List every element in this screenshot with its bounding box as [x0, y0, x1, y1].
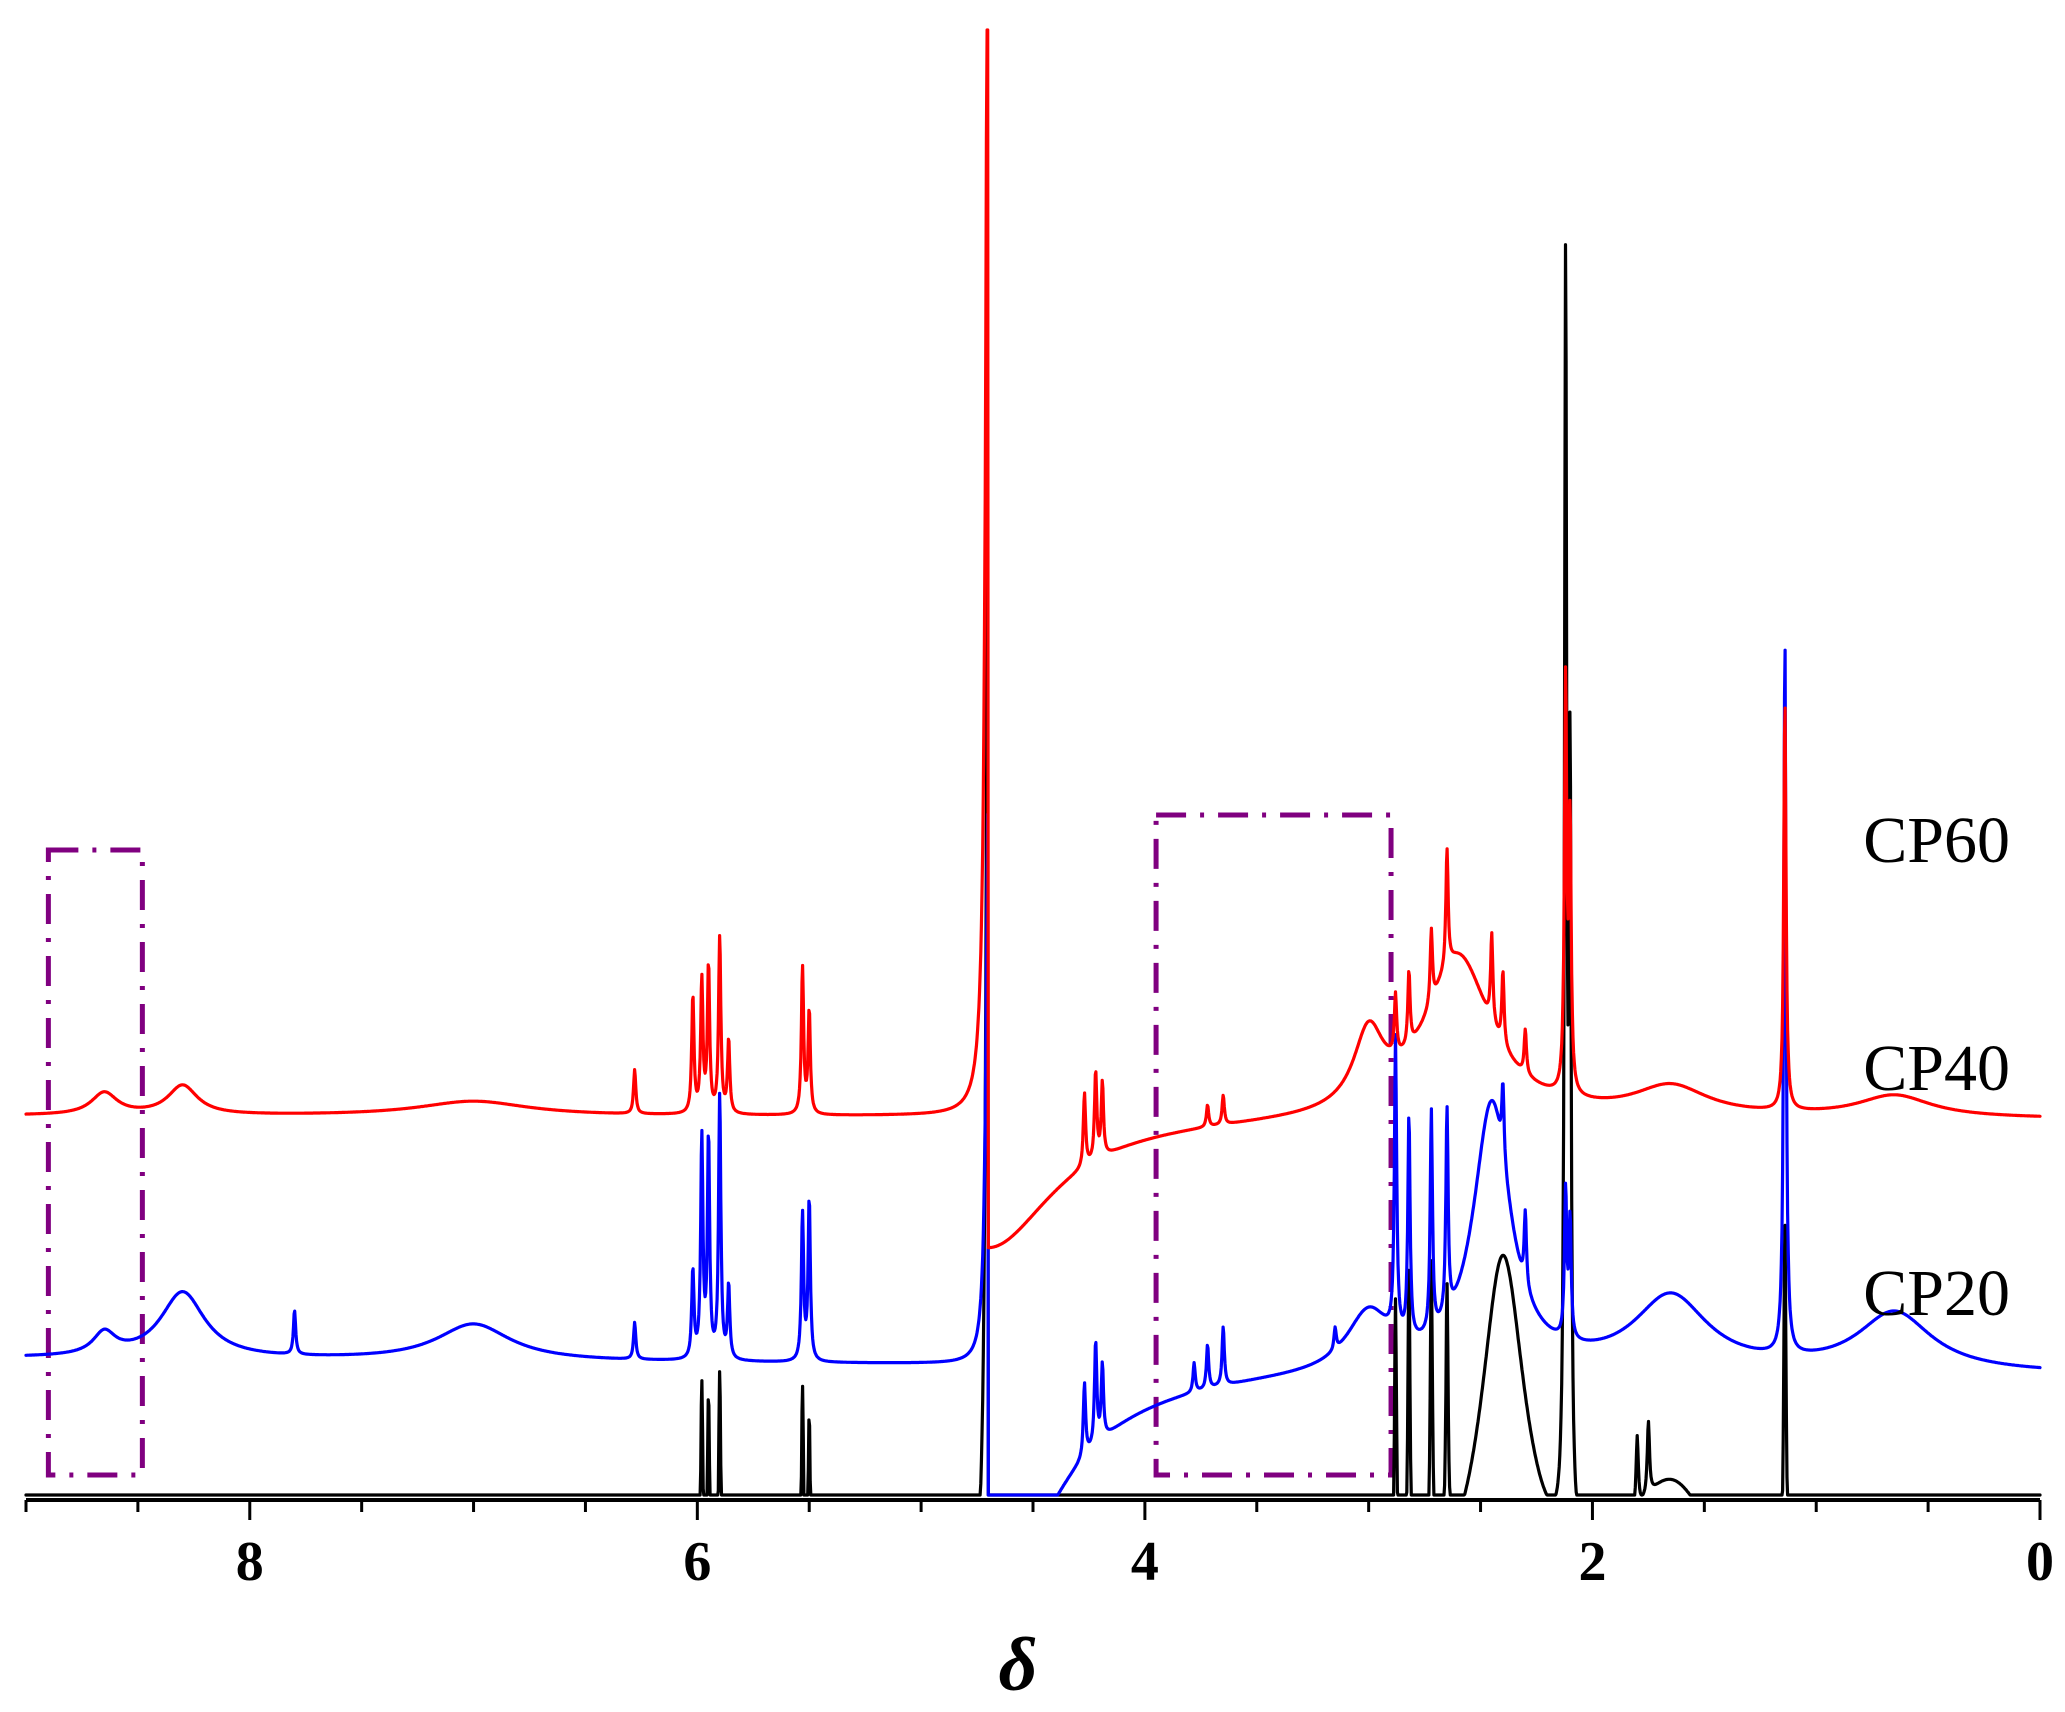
series-label-cp20: CP20 [1863, 1257, 2010, 1330]
series-label-cp40: CP40 [1863, 1032, 2010, 1105]
series-line-cp60 [24, 28, 2042, 1250]
x-tick-label: 4 [1131, 1531, 1159, 1593]
highlight-boxes [45, 812, 1394, 1478]
series-label-cp60: CP60 [1863, 804, 2010, 877]
x-axis: 8 6 4 2 0 [24, 1498, 2054, 1593]
x-tick-label: 0 [2026, 1531, 2054, 1593]
x-tick-label: 2 [1578, 1531, 1606, 1593]
series-line-cp20 [24, 243, 2042, 1497]
series-labels: CP60 CP40 CP20 [1863, 804, 2010, 1330]
x-axis-title: δ [999, 1623, 1038, 1707]
x-tick-label: 8 [236, 1531, 264, 1593]
highlight-region-box [45, 847, 145, 1478]
x-tick-label: 6 [683, 1531, 711, 1593]
spectra-traces [24, 28, 2042, 1497]
highlight-region-box [1153, 812, 1394, 1478]
series-line-cp40 [24, 648, 2042, 1497]
